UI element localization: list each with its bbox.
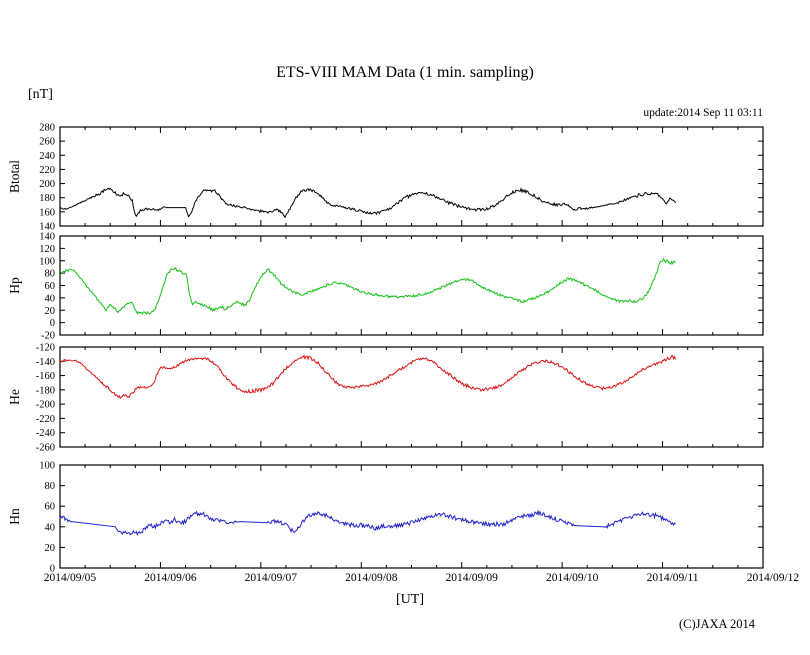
x-tick-label: 2014/09/10	[546, 572, 599, 584]
x-tick-label: 2014/09/09	[446, 572, 499, 584]
panel-frame-btotal	[59, 126, 764, 227]
y-tick-label: 260	[39, 137, 55, 148]
y-tick-label: 160	[39, 207, 55, 218]
y-tick-label: 40	[45, 293, 56, 304]
y-tick-label: 140	[39, 222, 55, 233]
y-tick-label: 40	[45, 522, 56, 533]
panel-ylabel: Hp	[7, 277, 22, 294]
panel-ylabel: He	[7, 389, 22, 405]
chart-title: ETS-VIII MAM Data (1 min. sampling)	[276, 64, 534, 81]
y-tick-label: 140	[39, 232, 55, 243]
y-tick-label: -240	[36, 428, 55, 439]
panel-frame-he	[59, 346, 764, 448]
panel-ylabel: Hn	[7, 508, 22, 525]
y-tick-label: -160	[36, 371, 55, 382]
y-tick-label: -200	[36, 400, 55, 411]
panel-frame-hp	[59, 235, 764, 336]
y-tick-label: 60	[45, 502, 56, 513]
y-tick-label: 120	[39, 244, 55, 255]
y-tick-label: 100	[39, 461, 55, 472]
x-tick-label: 2014/09/11	[647, 572, 699, 584]
x-tick-label: 2014/09/05	[44, 572, 97, 584]
series-btotal	[59, 187, 677, 219]
panel-frame-hn	[59, 464, 764, 569]
y-tick-label: -120	[36, 343, 55, 354]
series-hp	[59, 257, 677, 316]
x-axis-label: [UT]	[396, 592, 424, 607]
x-tick-label: 2014/09/12	[747, 572, 800, 584]
x-tick-label: 2014/09/08	[345, 572, 398, 584]
y-tick-label: 80	[45, 269, 56, 280]
y-tick-label: 20	[45, 306, 56, 317]
panel-ylabel: Btotal	[7, 160, 22, 193]
y-tick-label: 100	[39, 256, 55, 267]
copyright: (C)JAXA 2014	[678, 617, 755, 631]
y-tick-label: -260	[36, 443, 55, 454]
update-timestamp: update:2014 Sep 11 03:11	[643, 107, 763, 119]
y-tick-label: 80	[45, 481, 56, 492]
y-tick-label: 0	[50, 318, 55, 329]
y-tick-label: 60	[45, 281, 56, 292]
x-tick-label: 2014/09/06	[144, 572, 197, 584]
series-hn	[59, 509, 676, 537]
y-tick-label: -220	[36, 414, 55, 425]
y-tick-label: 200	[39, 179, 55, 190]
y-tick-label: -180	[36, 385, 55, 396]
y-tick-label: 220	[39, 165, 55, 176]
y-tick-label: 20	[45, 543, 56, 554]
y-tick-label: -20	[41, 331, 55, 342]
series-he	[59, 354, 677, 400]
x-tick-label: 2014/09/07	[245, 572, 298, 584]
y-tick-label: 280	[39, 123, 55, 134]
y-tick-label: 180	[39, 193, 55, 204]
y-unit-label: [nT]	[28, 87, 53, 102]
y-tick-label: 240	[39, 151, 55, 162]
y-tick-label: 0	[50, 564, 55, 575]
y-tick-label: -140	[36, 357, 55, 368]
